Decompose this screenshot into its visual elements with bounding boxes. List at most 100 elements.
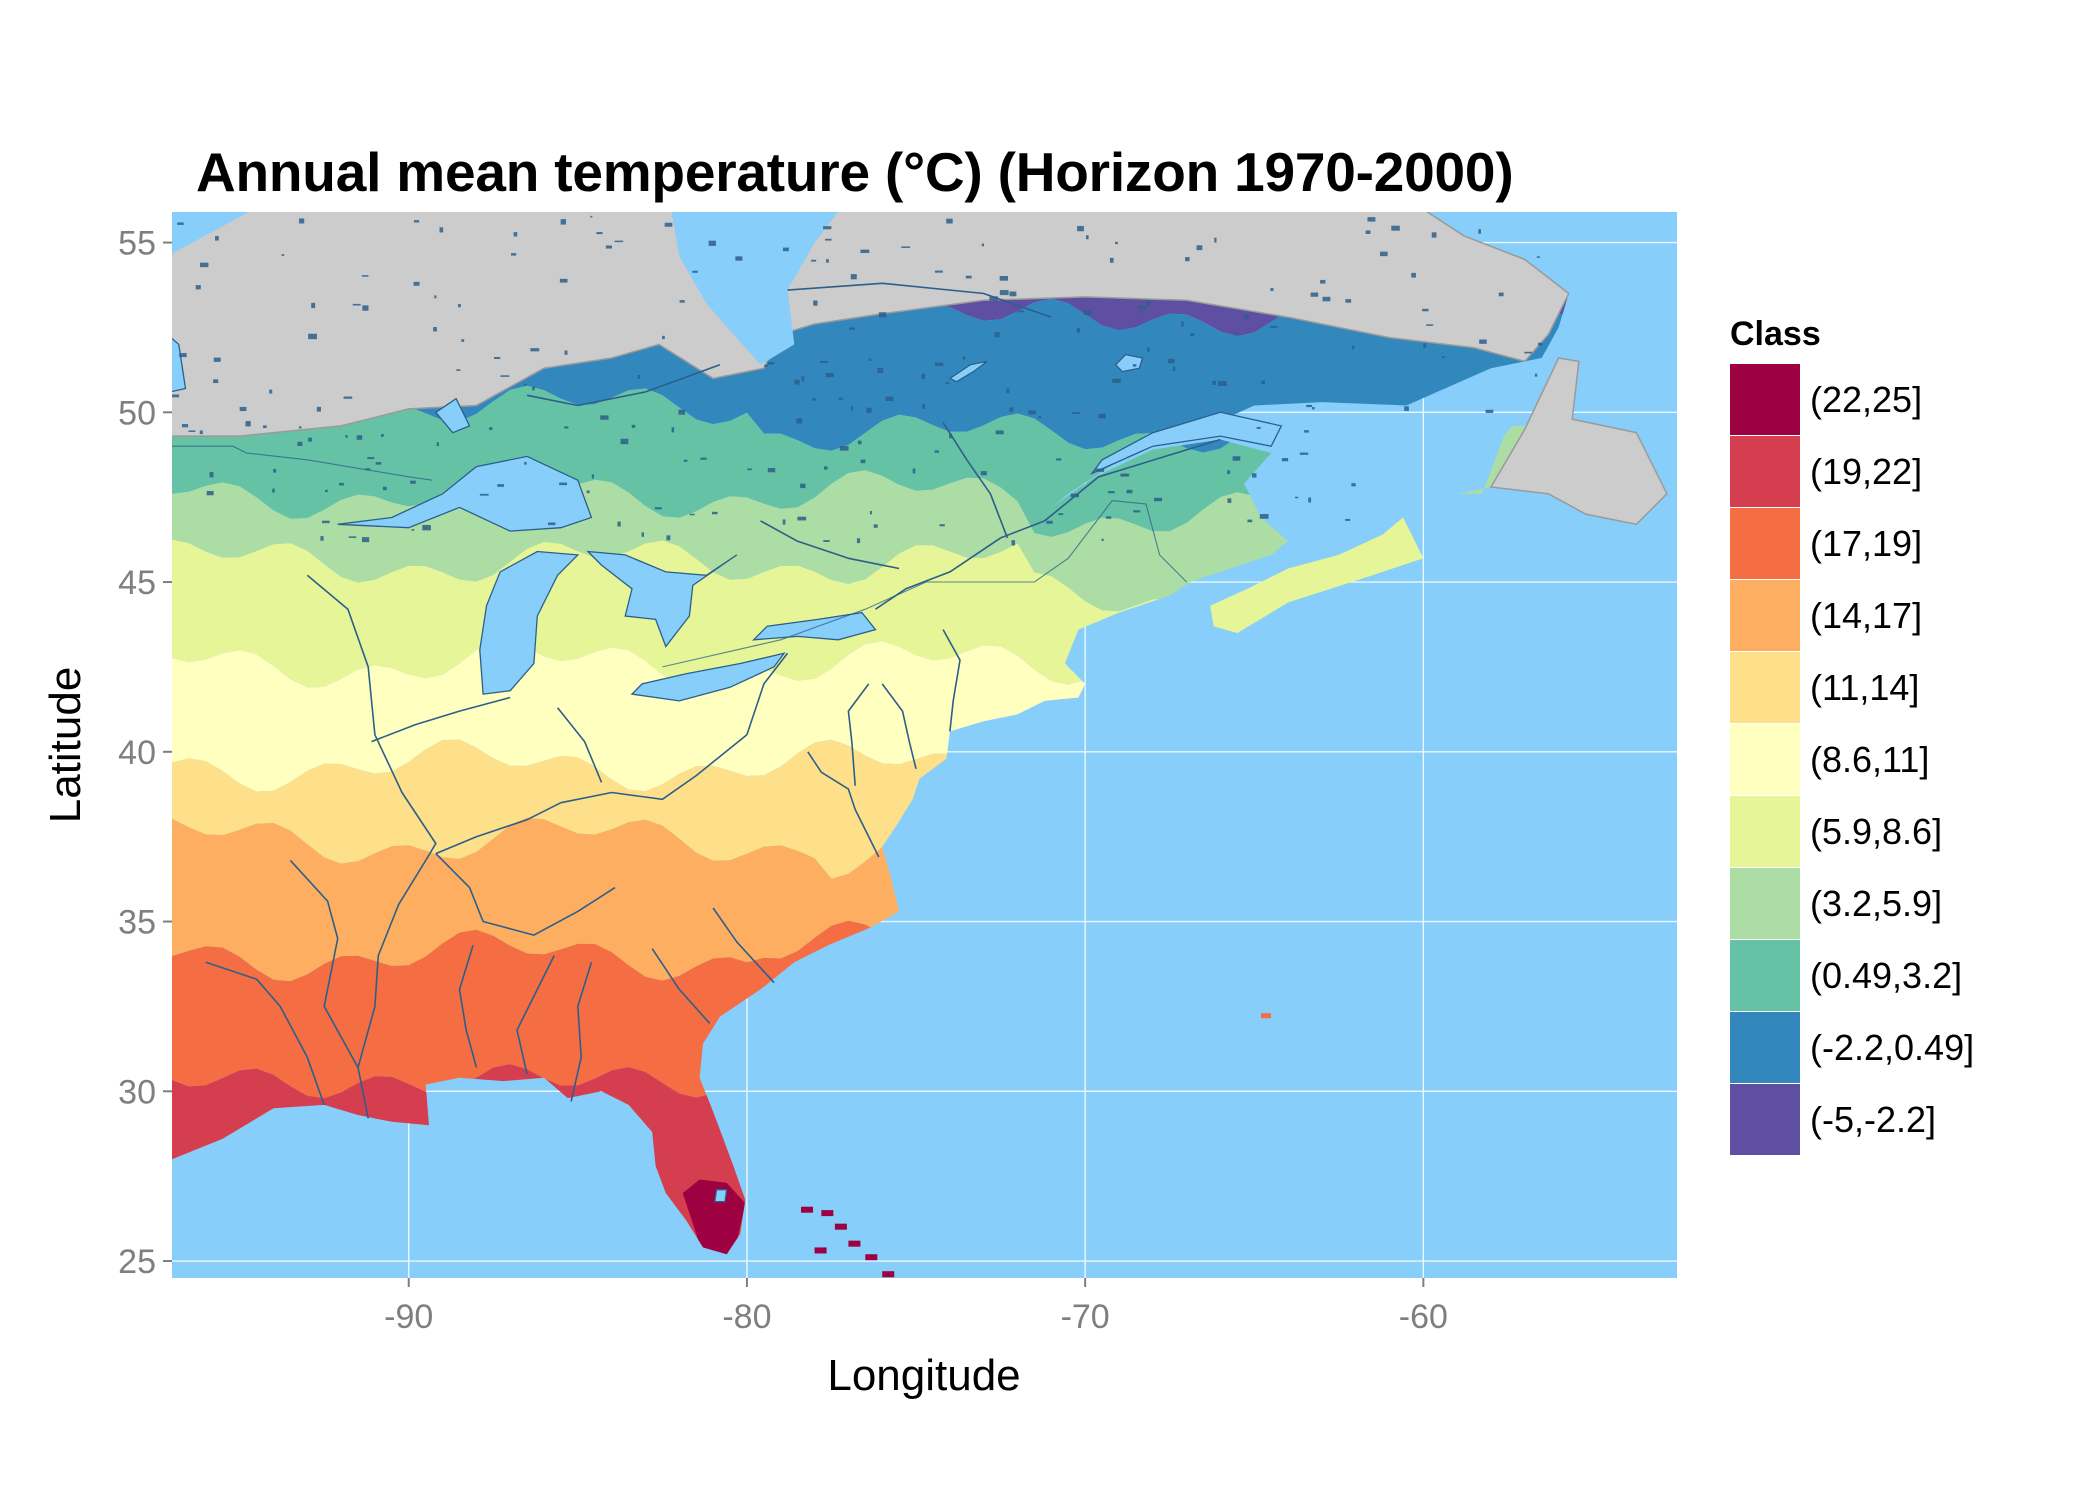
- legend-label: (3.2,5.9]: [1810, 883, 1943, 924]
- small-lake: [999, 290, 1009, 296]
- island-cell: [848, 1240, 861, 1247]
- small-lake: [1261, 380, 1265, 385]
- small-lake: [662, 335, 665, 340]
- river: [807, 751, 880, 858]
- x-axis-title: Longitude: [827, 1351, 1020, 1400]
- small-lake: [934, 450, 939, 453]
- small-lake: [564, 426, 569, 429]
- river: [570, 962, 593, 1102]
- small-lake: [269, 389, 273, 394]
- small-lake: [213, 379, 219, 384]
- river: [289, 859, 359, 1068]
- small-lake: [1431, 232, 1437, 238]
- small-lake: [1423, 343, 1427, 348]
- small-lake: [826, 259, 829, 263]
- small-lake: [965, 275, 972, 279]
- small-lake: [510, 253, 517, 256]
- river: [435, 853, 616, 936]
- river: [787, 282, 1052, 318]
- lake-erie: [630, 652, 786, 702]
- small-lake: [321, 520, 330, 524]
- river: [712, 907, 775, 984]
- small-lake: [590, 215, 593, 218]
- small-lake: [1345, 299, 1352, 303]
- small-lake: [901, 246, 911, 248]
- small-lake: [796, 418, 803, 424]
- river: [435, 734, 748, 855]
- small-lake: [316, 406, 321, 412]
- island-cell: [801, 1206, 814, 1213]
- island-cell: [821, 1210, 834, 1217]
- legend-item: (19,22]: [1730, 436, 1974, 508]
- river: [942, 422, 1009, 539]
- small-lake: [1058, 513, 1064, 516]
- small-lake: [1109, 257, 1114, 263]
- river: [760, 520, 900, 570]
- legend-swatch: [1730, 868, 1800, 940]
- small-lake: [1233, 332, 1240, 335]
- small-lake: [671, 427, 675, 433]
- small-lake: [873, 524, 878, 528]
- small-lake: [209, 472, 214, 478]
- map-panel: [172, 212, 1677, 1278]
- temperature-band: [682, 1179, 746, 1255]
- small-lake: [1294, 496, 1299, 499]
- small-lake: [1011, 540, 1016, 546]
- small-lake: [434, 295, 437, 299]
- y-tick-label: 30: [118, 1073, 156, 1111]
- small-lake: [877, 367, 884, 374]
- small-lake: [1077, 226, 1084, 232]
- small-lake: [1411, 272, 1416, 278]
- small-lake: [1046, 520, 1053, 524]
- small-lake: [912, 468, 916, 474]
- small-lake: [1345, 518, 1351, 521]
- land-outside-north: [172, 212, 1570, 437]
- legend-item: (-5,-2.2]: [1730, 1084, 1974, 1156]
- small-lake: [945, 382, 950, 385]
- small-lake: [700, 457, 707, 460]
- small-lake: [946, 218, 953, 224]
- legend-item: (22,25]: [1730, 364, 1974, 436]
- small-lake: [994, 332, 1000, 338]
- small-lake: [839, 446, 849, 451]
- lake-michigan: [479, 550, 580, 695]
- small-lake: [281, 254, 285, 256]
- y-tick-label: 35: [118, 904, 156, 942]
- lake-mistassini: [948, 360, 988, 383]
- small-lake: [637, 374, 641, 379]
- small-lake: [689, 513, 695, 516]
- y-tick-label: 45: [118, 564, 156, 602]
- island-cell: [865, 1254, 878, 1261]
- legend-label: (22,25]: [1810, 379, 1923, 420]
- small-lake: [1083, 310, 1092, 315]
- border-line: [662, 500, 1187, 668]
- small-lake: [1281, 458, 1289, 462]
- small-lake: [320, 536, 324, 541]
- legend-swatch: [1730, 724, 1800, 796]
- james-bay: [671, 212, 839, 365]
- legend-swatch: [1730, 364, 1800, 436]
- lake-ontario: [752, 611, 877, 641]
- small-lake: [1365, 230, 1371, 234]
- small-lake: [410, 480, 416, 484]
- small-lake: [1404, 406, 1409, 411]
- small-lake: [1536, 256, 1540, 258]
- small-lake: [823, 540, 830, 542]
- small-lake: [1270, 325, 1278, 328]
- small-lake: [325, 489, 328, 493]
- small-lake: [1537, 342, 1543, 346]
- small-lake: [493, 356, 501, 359]
- small-lake: [524, 383, 527, 386]
- river: [526, 364, 721, 407]
- small-lake: [995, 430, 1004, 435]
- small-lake: [1299, 452, 1309, 455]
- small-lake: [800, 483, 806, 489]
- legend-swatch: [1730, 1084, 1800, 1156]
- small-lake: [1498, 292, 1504, 297]
- small-lake: [860, 249, 870, 253]
- small-lake: [1146, 301, 1151, 307]
- legend-label: (19,22]: [1810, 451, 1923, 492]
- small-lake: [922, 403, 926, 410]
- small-lake: [1524, 351, 1533, 354]
- small-lake: [1072, 412, 1080, 415]
